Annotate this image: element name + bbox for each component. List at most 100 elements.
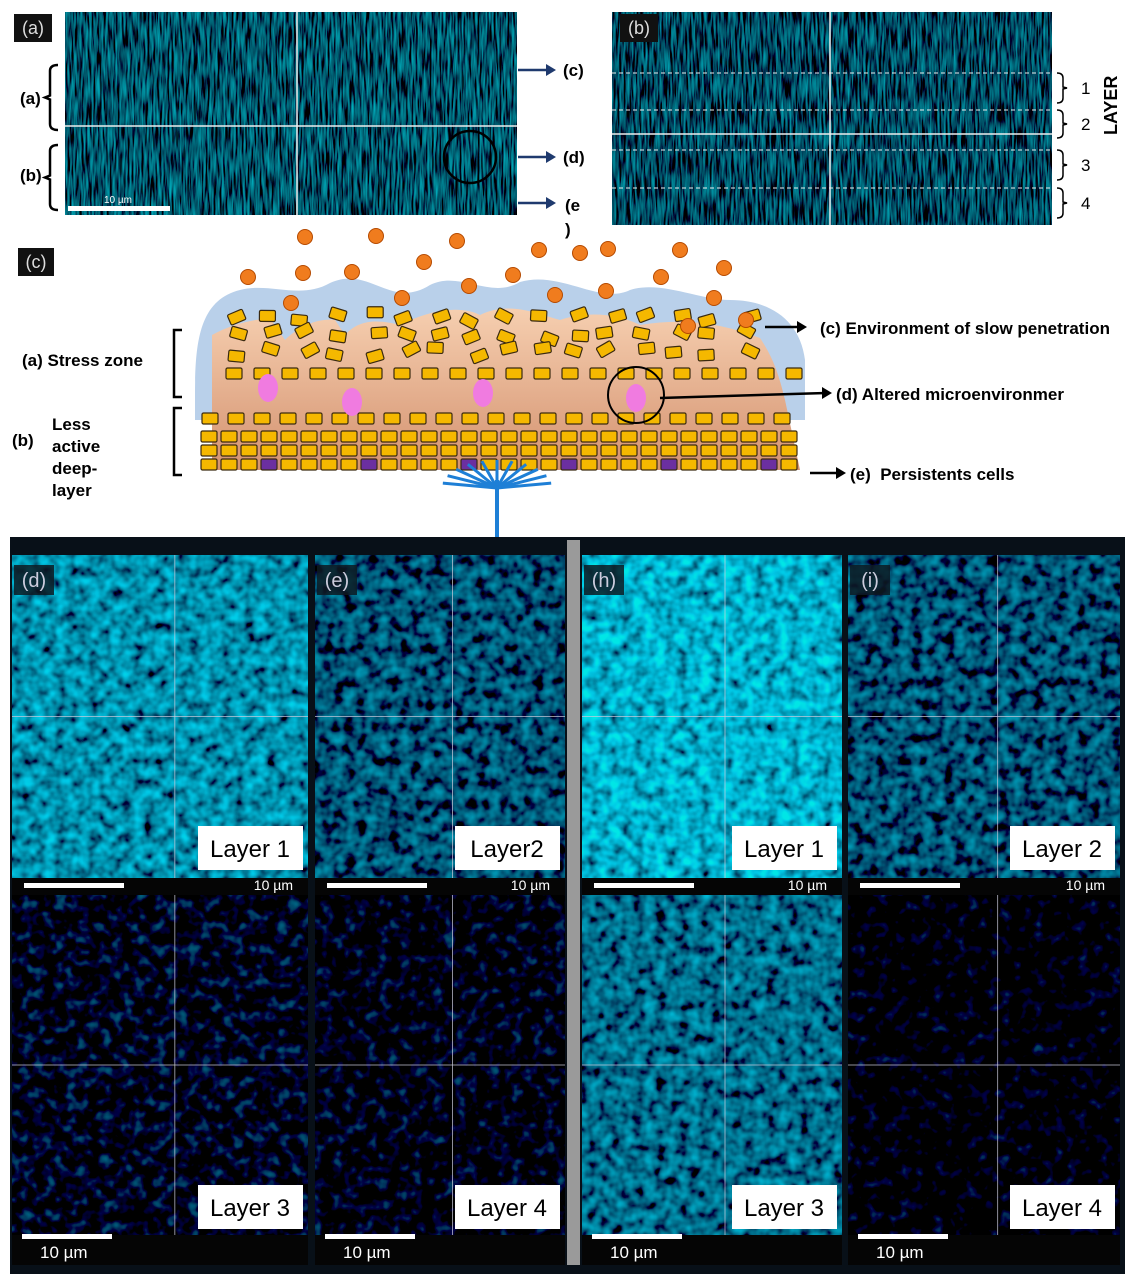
antimicrobial-particle [673,243,688,258]
bracket [174,408,182,475]
figure-graphics: 10 µm(a)(a)(b)(c)(d)(b)1234LAYER(c)Layer… [0,0,1128,1274]
cell [338,368,354,379]
cell [421,459,437,470]
cell [534,368,550,379]
panel-label: (c) [26,252,47,272]
cell [702,368,718,379]
cell [748,413,764,424]
arrow-label: (e ) [565,194,579,242]
cell [641,431,657,442]
scale-label: 10 µm [1066,877,1105,893]
cell [621,459,637,470]
cell [221,445,237,456]
antimicrobial-particle [369,229,384,244]
cell [761,431,777,442]
cell [410,413,426,424]
cell [241,431,257,442]
bracket [174,330,182,397]
stress-zone-label: (a) Stress zone [22,350,143,372]
scale-label: 10 µm [254,877,293,893]
layer-title: LAYER [1101,76,1121,135]
antimicrobial-particle [284,296,299,311]
cell [358,413,374,424]
cell [241,445,257,456]
cell [592,413,608,424]
cell [329,330,346,343]
arrow-head [822,387,832,399]
cell [261,459,277,470]
cell [632,327,650,341]
scale-bar [858,1234,948,1239]
cell [741,445,757,456]
cell [301,459,317,470]
cell [381,445,397,456]
antimicrobial-particle [241,270,256,285]
zone-label: (b) [20,166,42,185]
cell [321,459,337,470]
cell [481,445,497,456]
antimicrobial-particle [345,265,360,280]
cell [441,445,457,456]
cell [698,327,715,339]
panel-label: (h) [592,570,616,592]
cell [421,431,437,442]
altered-cell [626,384,646,412]
cell [581,431,597,442]
cell [521,431,537,442]
cell [774,413,790,424]
cell [221,431,237,442]
cell [781,445,797,456]
cell [681,445,697,456]
cell [786,368,802,379]
antimicrobial-particle [417,255,432,270]
cell [371,327,388,339]
cell [381,431,397,442]
cell [436,413,452,424]
cell [366,368,382,379]
arrow-head [546,64,556,76]
layer-label: Layer 1 [210,836,290,863]
cell [341,431,357,442]
cell [282,368,298,379]
cell [661,431,677,442]
scale-bar [327,883,427,888]
cell [638,342,655,355]
cell [281,445,297,456]
cell [541,431,557,442]
cell [621,445,637,456]
cell [384,413,400,424]
layer-label: Layer 1 [744,836,824,863]
cell [681,459,697,470]
image-b [612,12,1052,225]
cell [665,346,682,358]
layer-label: Layer2 [470,836,543,863]
cell [761,445,777,456]
cell [596,326,613,339]
antimicrobial-particle [739,313,754,328]
cell [761,459,777,470]
brace [1057,150,1067,180]
cell [721,445,737,456]
brace [1057,188,1067,218]
cell [301,431,317,442]
scale-label: 10 µm [104,195,132,206]
cell [581,459,597,470]
cell [506,368,522,379]
separator [567,540,580,1265]
antimicrobial-particle [532,243,547,258]
antimicrobial-particle [506,268,521,283]
cell [280,413,296,424]
cell [562,368,578,379]
scale-bar [592,1234,682,1239]
cell [461,431,477,442]
brace [1057,110,1067,138]
cell [401,431,417,442]
cell [488,413,504,424]
cell [781,459,797,470]
scale-bar [325,1234,415,1239]
layer-number: 2 [1081,115,1090,134]
cell [281,459,297,470]
cell [521,445,537,456]
cell [394,368,410,379]
antimicrobial-particle [573,246,588,261]
